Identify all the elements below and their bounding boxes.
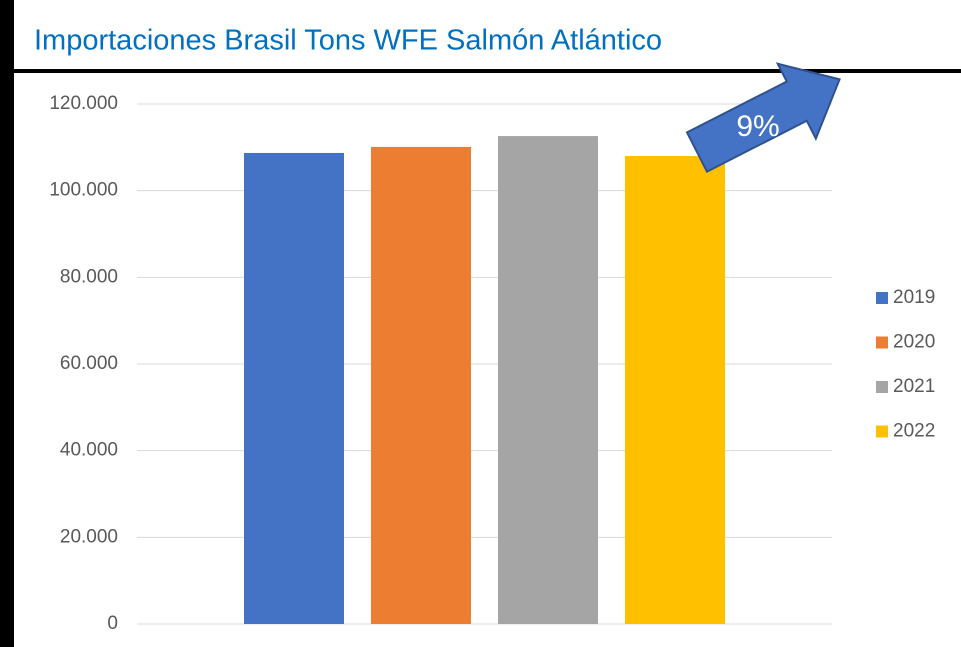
- growth-arrow: [685, 62, 841, 173]
- legend-label: 2019: [893, 287, 935, 308]
- bar: [244, 152, 344, 624]
- legend-swatch: [876, 292, 888, 304]
- annotation: 9%: [736, 110, 779, 143]
- legend-swatch: [876, 425, 888, 438]
- y-tick-label: 20.000: [60, 526, 118, 547]
- y-tick-label: 40.000: [60, 440, 118, 461]
- legend-swatch: [876, 336, 888, 349]
- y-tick-label: 80.000: [60, 266, 118, 287]
- y-tick-label: 120.000: [49, 93, 118, 114]
- legend-label: 2021: [893, 376, 935, 397]
- bar: [625, 156, 725, 624]
- plot: 0 20.000 40.000 60.000 80.000 100.000 120.000 2…: [49, 93, 935, 634]
- bar: [371, 146, 471, 624]
- title-rule: [14, 69, 961, 73]
- arrow-shape: [685, 62, 841, 173]
- bar: [498, 136, 598, 625]
- left-border: [0, 0, 14, 647]
- chart-title: Importaciones Brasil Tons WFE Salmón Atl…: [34, 25, 662, 57]
- legend-label: 2020: [893, 332, 935, 353]
- legend-swatch: [876, 381, 888, 393]
- y-tick-label: 60.000: [60, 353, 118, 374]
- legend-label: 2022: [893, 421, 935, 442]
- y-tick-label: 100.000: [49, 180, 118, 201]
- y-tick-label: 0: [107, 613, 118, 634]
